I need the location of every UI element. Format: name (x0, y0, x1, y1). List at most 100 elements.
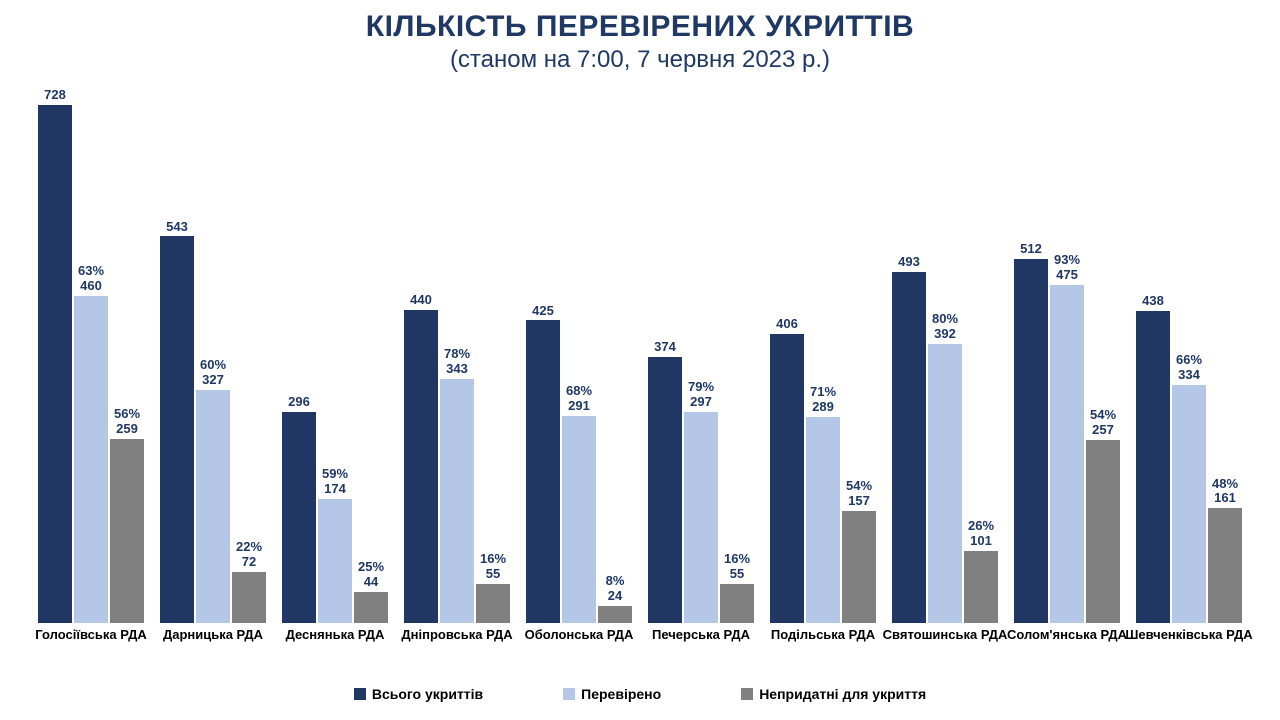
bar-wrap-checked: 93%475 (1050, 82, 1084, 623)
bar-value-label: 24 (608, 589, 622, 604)
bar-checked (318, 499, 352, 623)
bar-checked (928, 344, 962, 623)
bars: 51293%47554%257 (1006, 82, 1128, 623)
bar-wrap-checked: 59%174 (318, 82, 352, 623)
bar-group: 72863%46056%259Голосіївська РДА (30, 82, 152, 623)
legend-label-total: Всього укриттів (372, 686, 483, 702)
bar-value-label: 475 (1056, 268, 1078, 283)
bar-unfit (354, 592, 388, 623)
bar-wrap-unfit: 54%157 (842, 82, 876, 623)
bar-unfit (110, 439, 144, 623)
bar-wrap-unfit: 54%257 (1086, 82, 1120, 623)
legend-label-unfit: Непридатні для укриття (759, 686, 926, 702)
bars: 42568%2918%24 (518, 82, 640, 623)
bars: 54360%32722%72 (152, 82, 274, 623)
bars: 37479%29716%55 (640, 82, 762, 623)
bar-checked (196, 390, 230, 623)
bar-wrap-checked: 68%291 (562, 82, 596, 623)
bar-group: 44078%34316%55Дніпровська РДА (396, 82, 518, 623)
bar-value-label: 55 (730, 567, 744, 582)
bar-total (892, 272, 926, 623)
bar-value-label: 327 (202, 373, 224, 388)
bar-group: 40671%28954%157Подільська РДА (762, 82, 884, 623)
bar-total (770, 334, 804, 623)
category-label: Шевченківська РДА (1116, 627, 1262, 643)
bar-pct-label: 8% (606, 574, 625, 589)
bars: 44078%34316%55 (396, 82, 518, 623)
bar-total (648, 357, 682, 623)
bars: 493 80%392 26%101 (884, 82, 1006, 623)
bar-value-label: 101 (970, 534, 992, 549)
bar-pct-label: 93% (1054, 253, 1080, 268)
bar-value-label: 291 (568, 399, 590, 414)
bar-pct-label: 16% (724, 552, 750, 567)
bar-value-label: 334 (1178, 368, 1200, 383)
bar-value-label: 55 (486, 567, 500, 582)
bar-wrap-total: 543 (160, 82, 194, 623)
bar-checked (1172, 385, 1206, 623)
legend-swatch-total (354, 688, 366, 700)
bar-pct-label: 78% (444, 347, 470, 362)
bar-value-label: 174 (324, 482, 346, 497)
bar-pct-label: 54% (846, 479, 872, 494)
bar-pct-label: 60% (200, 358, 226, 373)
bar-pct-label: 26% (968, 519, 994, 534)
bar-pct-label: 25% (358, 560, 384, 575)
bar-group: 54360%32722%72Дарницька РДА (152, 82, 274, 623)
bar-wrap-total: 296 (282, 82, 316, 623)
chart-title: КІЛЬКІСТЬ ПЕРЕВІРЕНИХ УКРИТТІВ (30, 10, 1250, 44)
bar-total (160, 236, 194, 623)
bar-wrap-total: 728 (38, 82, 72, 623)
bar-total (526, 320, 560, 623)
legend-item-total: Всього укриттів (354, 686, 483, 702)
bar-pct-label: 63% (78, 264, 104, 279)
bar-value-label: 44 (364, 575, 378, 590)
bar-group: 37479%29716%55Печерська РДА (640, 82, 762, 623)
bar-pct-label: 71% (810, 385, 836, 400)
bar-unfit (598, 606, 632, 623)
bar-group: 51293%47554%257Солом'янська РДА (1006, 82, 1128, 623)
bar-group: 49380%39226%101Святошинська РДА (884, 82, 1006, 623)
legend-label-checked: Перевірено (581, 686, 661, 702)
bar-checked (74, 296, 108, 623)
bar-pct-label: 16% (480, 552, 506, 567)
legend-item-unfit: Непридатні для укриття (741, 686, 926, 702)
bar-wrap-total: 374 (648, 82, 682, 623)
bar-wrap-total: 425 (526, 82, 560, 623)
bar-total (1136, 311, 1170, 623)
bar-wrap-checked: 66%334 (1172, 82, 1206, 623)
bar-value-label: 297 (690, 395, 712, 410)
bar-unfit (964, 551, 998, 623)
bars: 296 59%174 25%44 (274, 82, 396, 623)
bar-value-label: 296 (288, 395, 310, 410)
bar-value-label: 512 (1020, 242, 1042, 257)
bar-value-label: 493 (898, 255, 920, 270)
bar-checked (806, 417, 840, 623)
bar-value-label: 438 (1142, 294, 1164, 309)
bar-wrap-checked: 60%327 (196, 82, 230, 623)
bar-value-label: 392 (934, 327, 956, 342)
bar-unfit (1208, 508, 1242, 623)
bar-wrap-unfit: 16%55 (720, 82, 754, 623)
bar-pct-label: 22% (236, 540, 262, 555)
chart-subtitle: (станом на 7:00, 7 червня 2023 р.) (30, 46, 1250, 74)
bar-pct-label: 54% (1090, 408, 1116, 423)
plot-area: 72863%46056%259Голосіївська РДА54360%327… (30, 82, 1250, 674)
bar-value-label: 161 (1214, 491, 1236, 506)
bar-value-label: 257 (1092, 423, 1114, 438)
bar-total (282, 412, 316, 623)
bar-wrap-checked: 78%343 (440, 82, 474, 623)
bar-pct-label: 80% (932, 312, 958, 327)
bar-checked (562, 416, 596, 623)
bar-group: 29659%17425%44Деснянька РДА (274, 82, 396, 623)
bar-pct-label: 66% (1176, 353, 1202, 368)
bar-unfit (720, 584, 754, 623)
bar-wrap-unfit: 56%259 (110, 82, 144, 623)
bar-wrap-unfit: 8%24 (598, 82, 632, 623)
bar-checked (440, 379, 474, 623)
bar-unfit (232, 572, 266, 623)
legend-item-checked: Перевірено (563, 686, 661, 702)
bar-value-label: 728 (44, 88, 66, 103)
bars: 72863%46056%259 (30, 82, 152, 623)
bar-wrap-unfit: 26%101 (964, 82, 998, 623)
